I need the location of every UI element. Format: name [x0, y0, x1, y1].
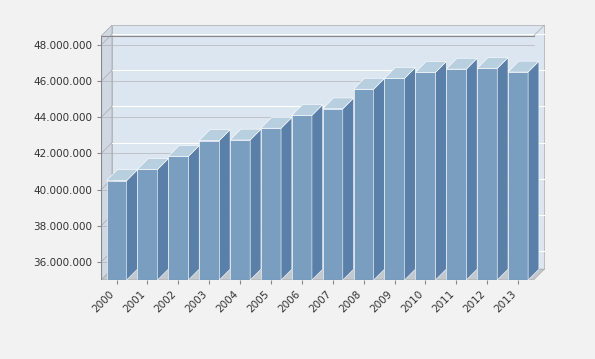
Polygon shape — [101, 269, 544, 280]
Polygon shape — [281, 117, 292, 280]
Polygon shape — [137, 169, 158, 280]
Polygon shape — [292, 104, 322, 115]
Polygon shape — [415, 73, 436, 280]
Polygon shape — [107, 181, 127, 280]
Polygon shape — [230, 129, 261, 140]
Polygon shape — [343, 98, 353, 280]
Polygon shape — [508, 72, 528, 280]
Polygon shape — [508, 61, 539, 72]
Polygon shape — [353, 89, 374, 280]
Polygon shape — [261, 117, 292, 128]
Polygon shape — [405, 67, 415, 280]
Polygon shape — [220, 130, 230, 280]
Polygon shape — [384, 78, 405, 280]
Polygon shape — [436, 61, 446, 280]
Polygon shape — [189, 146, 199, 280]
Polygon shape — [261, 128, 281, 280]
Polygon shape — [477, 57, 508, 69]
Polygon shape — [199, 130, 230, 140]
Polygon shape — [384, 67, 415, 78]
Polygon shape — [127, 170, 137, 280]
Polygon shape — [137, 159, 168, 169]
Polygon shape — [446, 69, 466, 280]
Polygon shape — [101, 25, 112, 280]
Polygon shape — [158, 159, 168, 280]
Polygon shape — [292, 115, 312, 280]
Polygon shape — [168, 146, 199, 157]
Polygon shape — [466, 58, 477, 280]
Polygon shape — [199, 140, 220, 280]
Polygon shape — [415, 61, 446, 73]
Polygon shape — [497, 57, 508, 280]
Polygon shape — [322, 98, 353, 109]
Polygon shape — [322, 109, 343, 280]
Polygon shape — [107, 170, 137, 181]
Polygon shape — [528, 61, 539, 280]
Polygon shape — [477, 69, 497, 280]
Polygon shape — [112, 25, 544, 269]
Polygon shape — [446, 58, 477, 69]
Polygon shape — [230, 140, 250, 280]
Polygon shape — [168, 157, 189, 280]
Polygon shape — [374, 78, 384, 280]
Polygon shape — [250, 129, 261, 280]
Polygon shape — [353, 78, 384, 89]
Polygon shape — [312, 104, 322, 280]
